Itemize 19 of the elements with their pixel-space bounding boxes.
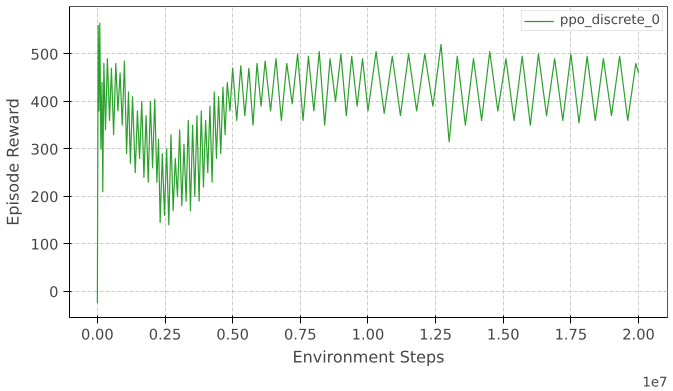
y-tick-label: 400	[30, 94, 59, 111]
x-tick-label: 2.00	[622, 326, 655, 344]
legend-label: ppo_discrete_0	[560, 13, 660, 28]
x-tick-label: 1.50	[486, 326, 520, 344]
y-tick-label: 0	[49, 284, 59, 301]
y-tick-label: 300	[30, 141, 59, 158]
x-tick-label: 1.25	[419, 326, 452, 344]
y-axis-title: Episode Reward	[4, 98, 23, 226]
y-tick-label: 200	[30, 188, 59, 206]
x-tick-label: 0.25	[148, 326, 182, 344]
y-tick-label: 100	[30, 236, 59, 254]
x-tick-label: 0.75	[284, 326, 317, 344]
x-tick-label: 0.00	[81, 326, 114, 344]
x-tick-label: 1.00	[352, 326, 384, 344]
x-tick-label: 1.75	[554, 326, 588, 344]
text: 1e7	[642, 376, 668, 390]
x-tick-label: 0.50	[216, 326, 249, 344]
y-tick-label: 500	[30, 46, 59, 64]
x-axis-title: Environment Steps	[292, 348, 445, 366]
